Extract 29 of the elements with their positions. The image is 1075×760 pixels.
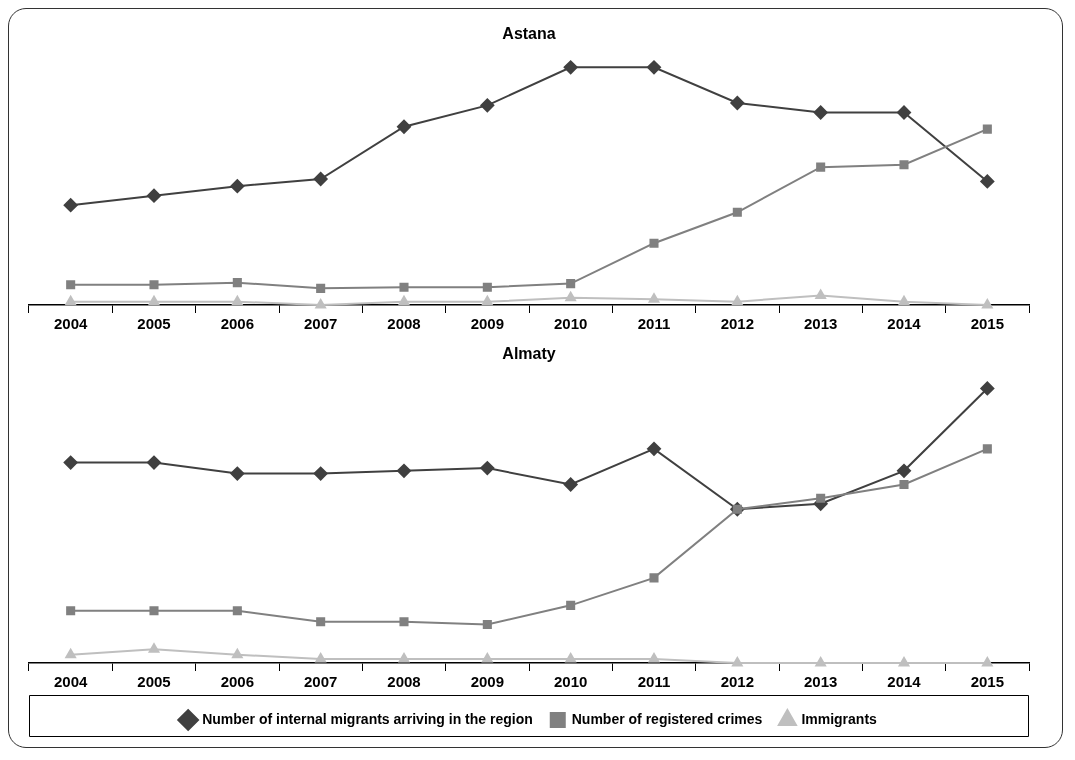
x-tick-label: 2004 — [53, 673, 89, 691]
x-tick-label: 2005 — [137, 315, 171, 333]
x-tick-label: 2011 — [637, 673, 671, 691]
x-tick-label: 2009 — [470, 315, 505, 333]
x-tick-label: 2005 — [137, 673, 171, 691]
x-tick-label: 2013 — [803, 315, 838, 333]
x-tick-label: 2006 — [220, 673, 255, 691]
x-tick-label: 2009 — [470, 673, 505, 691]
x-tick-label: 2014 — [887, 673, 922, 691]
x-tick-label: 2007 — [303, 673, 338, 691]
x-tick-label: 2010 — [553, 673, 588, 691]
x-tick-label: 2015 — [970, 673, 1005, 691]
legend-label: Immigrants — [801, 710, 878, 727]
x-tick-label: 2008 — [387, 673, 421, 691]
x-tick-label: 2014 — [887, 315, 922, 333]
x-tick-label: 2004 — [53, 315, 89, 333]
chart-title: Almaty — [502, 345, 556, 363]
legend-label: Number of internal migrants arriving in the region — [202, 710, 533, 727]
x-tick-label: 2012 — [720, 315, 755, 333]
legend-label: Number of registered crimes — [571, 710, 763, 727]
x-tick-label: 2013 — [803, 673, 838, 691]
x-tick-label: 2007 — [303, 315, 338, 333]
x-tick-label: 2012 — [720, 673, 755, 691]
x-tick-label: 2006 — [220, 315, 255, 333]
chart-title: Astana — [502, 25, 556, 43]
x-tick-label: 2015 — [970, 315, 1005, 333]
x-tick-label: 2010 — [553, 315, 588, 333]
x-tick-label: 2008 — [387, 315, 421, 333]
x-tick-label: 2011 — [637, 315, 671, 333]
